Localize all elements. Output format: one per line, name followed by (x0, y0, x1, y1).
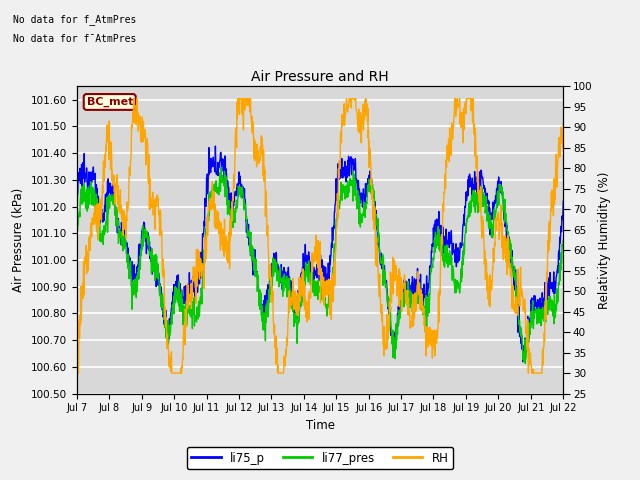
Y-axis label: Relativity Humidity (%): Relativity Humidity (%) (598, 171, 611, 309)
Legend: li75_p, li77_pres, RH: li75_p, li77_pres, RH (187, 447, 453, 469)
Text: No data for f¯AtmPres: No data for f¯AtmPres (13, 34, 136, 44)
Y-axis label: Air Pressure (kPa): Air Pressure (kPa) (12, 188, 25, 292)
Text: BC_met: BC_met (86, 97, 133, 107)
Title: Air Pressure and RH: Air Pressure and RH (251, 70, 389, 84)
Text: No data for f_AtmPres: No data for f_AtmPres (13, 14, 136, 25)
X-axis label: Time: Time (305, 419, 335, 432)
